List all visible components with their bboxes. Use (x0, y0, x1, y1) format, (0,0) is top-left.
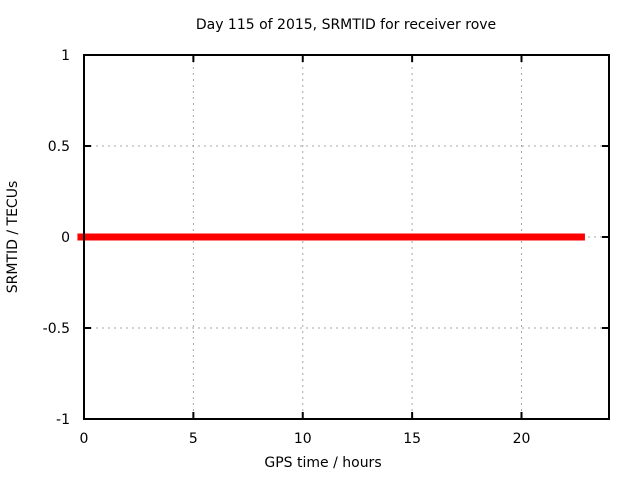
x-tick-label: 20 (513, 431, 531, 447)
x-axis-label: GPS time / hours (264, 455, 381, 471)
tick-labels: 0 5 10 15 20 -1 -0.5 0 0.5 1 (43, 48, 531, 447)
y-axis-label: SRMTID / TECUs (5, 181, 21, 294)
chart-title: Day 115 of 2015, SRMTID for receiver rov… (196, 17, 496, 33)
y-tick-label: 0 (61, 230, 70, 246)
x-tick-label: 15 (403, 431, 421, 447)
x-tick-label: 5 (189, 431, 198, 447)
plot-border (83, 54, 610, 420)
y-tick-label: -1 (56, 412, 70, 428)
y-tick-label: 0.5 (48, 139, 70, 155)
x-tick-label: 10 (294, 431, 312, 447)
plot-frame (83, 54, 610, 420)
y-tick-label: -0.5 (43, 321, 70, 337)
y-tick-label: 1 (61, 48, 70, 64)
x-tick-label: 0 (80, 431, 89, 447)
